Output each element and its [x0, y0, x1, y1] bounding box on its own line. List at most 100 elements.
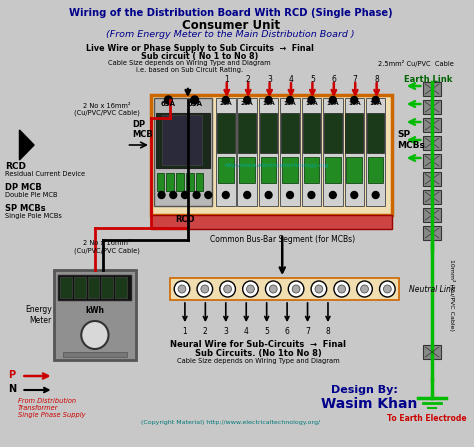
- Bar: [63, 352, 127, 357]
- Bar: [302, 98, 321, 206]
- Text: 6: 6: [285, 327, 290, 336]
- Circle shape: [222, 97, 229, 104]
- Text: 2 No x 16mm²
(Cu/PVC/PVC Cable): 2 No x 16mm² (Cu/PVC/PVC Cable): [74, 240, 140, 253]
- Circle shape: [287, 191, 293, 198]
- Circle shape: [380, 281, 395, 297]
- Text: P: P: [8, 370, 15, 380]
- Text: 2.5mm² Cu/PVC  Cable: 2.5mm² Cu/PVC Cable: [378, 60, 454, 67]
- Text: Sub Circuits. (No 1to No 8): Sub Circuits. (No 1to No 8): [194, 349, 321, 358]
- Bar: [423, 172, 441, 186]
- Bar: [423, 226, 441, 240]
- Bar: [115, 277, 127, 298]
- Text: 20A: 20A: [241, 101, 254, 106]
- Bar: [323, 98, 343, 206]
- Bar: [239, 157, 255, 183]
- Text: Live Wire or Phase Supply to Sub Circuits  →  Final: Live Wire or Phase Supply to Sub Circuit…: [86, 44, 313, 53]
- Text: 63A: 63A: [187, 101, 202, 107]
- Circle shape: [329, 191, 336, 198]
- Bar: [282, 157, 298, 183]
- Text: 7: 7: [353, 75, 358, 84]
- Circle shape: [338, 285, 346, 293]
- Text: 1: 1: [224, 75, 229, 84]
- Text: 8: 8: [326, 327, 330, 336]
- Bar: [186, 173, 194, 191]
- Bar: [151, 215, 392, 229]
- Bar: [101, 277, 113, 298]
- Bar: [423, 190, 441, 204]
- Bar: [423, 136, 441, 150]
- Text: 2: 2: [246, 75, 251, 84]
- Text: Neural Wire for Sub-Circuits  →  Final: Neural Wire for Sub-Circuits → Final: [170, 340, 346, 349]
- Circle shape: [191, 96, 199, 104]
- Circle shape: [158, 191, 165, 198]
- Circle shape: [224, 285, 231, 293]
- Text: Double Ple MCB: Double Ple MCB: [5, 192, 57, 198]
- Bar: [157, 173, 164, 191]
- Text: 10A: 10A: [284, 101, 296, 106]
- Circle shape: [222, 191, 229, 198]
- Bar: [261, 157, 276, 183]
- Bar: [280, 98, 300, 206]
- Circle shape: [334, 281, 349, 297]
- Bar: [346, 113, 363, 153]
- Circle shape: [246, 285, 255, 293]
- Text: 3: 3: [267, 75, 272, 84]
- Text: Consumer Unit: Consumer Unit: [182, 19, 280, 32]
- Circle shape: [269, 285, 277, 293]
- Bar: [423, 118, 441, 132]
- Bar: [367, 113, 384, 153]
- Text: Wasim Khan: Wasim Khan: [321, 397, 418, 411]
- Text: Earth Link: Earth Link: [404, 75, 452, 84]
- Text: Energy
Meter: Energy Meter: [25, 305, 52, 325]
- Text: Cable Size depends on Wiring Type and Diagram: Cable Size depends on Wiring Type and Di…: [109, 60, 271, 66]
- Text: 2 No x 16mm²
(Cu/PVC/PVC Cable): 2 No x 16mm² (Cu/PVC/PVC Cable): [74, 103, 140, 117]
- Text: 7: 7: [305, 327, 310, 336]
- Text: 20A: 20A: [219, 101, 232, 106]
- Circle shape: [244, 191, 251, 198]
- Circle shape: [174, 281, 190, 297]
- Circle shape: [361, 285, 368, 293]
- Bar: [237, 98, 257, 206]
- Circle shape: [164, 96, 172, 104]
- Circle shape: [351, 191, 358, 198]
- Circle shape: [357, 281, 372, 297]
- Bar: [196, 173, 203, 191]
- Text: To Earth Electrode: To Earth Electrode: [387, 414, 467, 423]
- Circle shape: [193, 191, 200, 198]
- Text: Wiring of the Distribution Board With RCD (Single Phase): Wiring of the Distribution Board With RC…: [69, 8, 392, 18]
- Circle shape: [265, 281, 281, 297]
- Text: RCD: RCD: [5, 162, 26, 171]
- Text: 5: 5: [264, 327, 269, 336]
- Text: 4: 4: [289, 75, 293, 84]
- Bar: [166, 173, 174, 191]
- Bar: [423, 345, 441, 359]
- Circle shape: [205, 191, 212, 198]
- Bar: [216, 98, 236, 206]
- Text: SP MCBs: SP MCBs: [5, 204, 46, 213]
- Text: DP MCB: DP MCB: [5, 183, 42, 192]
- Circle shape: [288, 281, 304, 297]
- Bar: [74, 277, 86, 298]
- Text: Sub circuit ( No 1 to No 8): Sub circuit ( No 1 to No 8): [141, 52, 258, 61]
- Bar: [151, 95, 392, 215]
- Text: 10A: 10A: [369, 101, 382, 106]
- Text: SP
MCBs: SP MCBs: [397, 130, 425, 150]
- Bar: [88, 277, 99, 298]
- Bar: [345, 98, 364, 206]
- Circle shape: [220, 281, 236, 297]
- Text: 6: 6: [331, 75, 336, 84]
- Circle shape: [243, 281, 258, 297]
- Circle shape: [287, 97, 293, 104]
- Circle shape: [308, 97, 315, 104]
- Circle shape: [315, 285, 323, 293]
- Text: Design By:: Design By:: [331, 385, 398, 395]
- Bar: [238, 113, 256, 153]
- Circle shape: [372, 191, 379, 198]
- Text: Neutral Link: Neutral Link: [409, 284, 455, 294]
- Circle shape: [265, 97, 272, 104]
- Circle shape: [178, 285, 186, 293]
- Text: DP
MCB: DP MCB: [132, 120, 153, 139]
- Text: (From Energy Meter to the Main Distribution Board ): (From Energy Meter to the Main Distribut…: [106, 30, 355, 39]
- Bar: [423, 82, 441, 96]
- Circle shape: [308, 191, 315, 198]
